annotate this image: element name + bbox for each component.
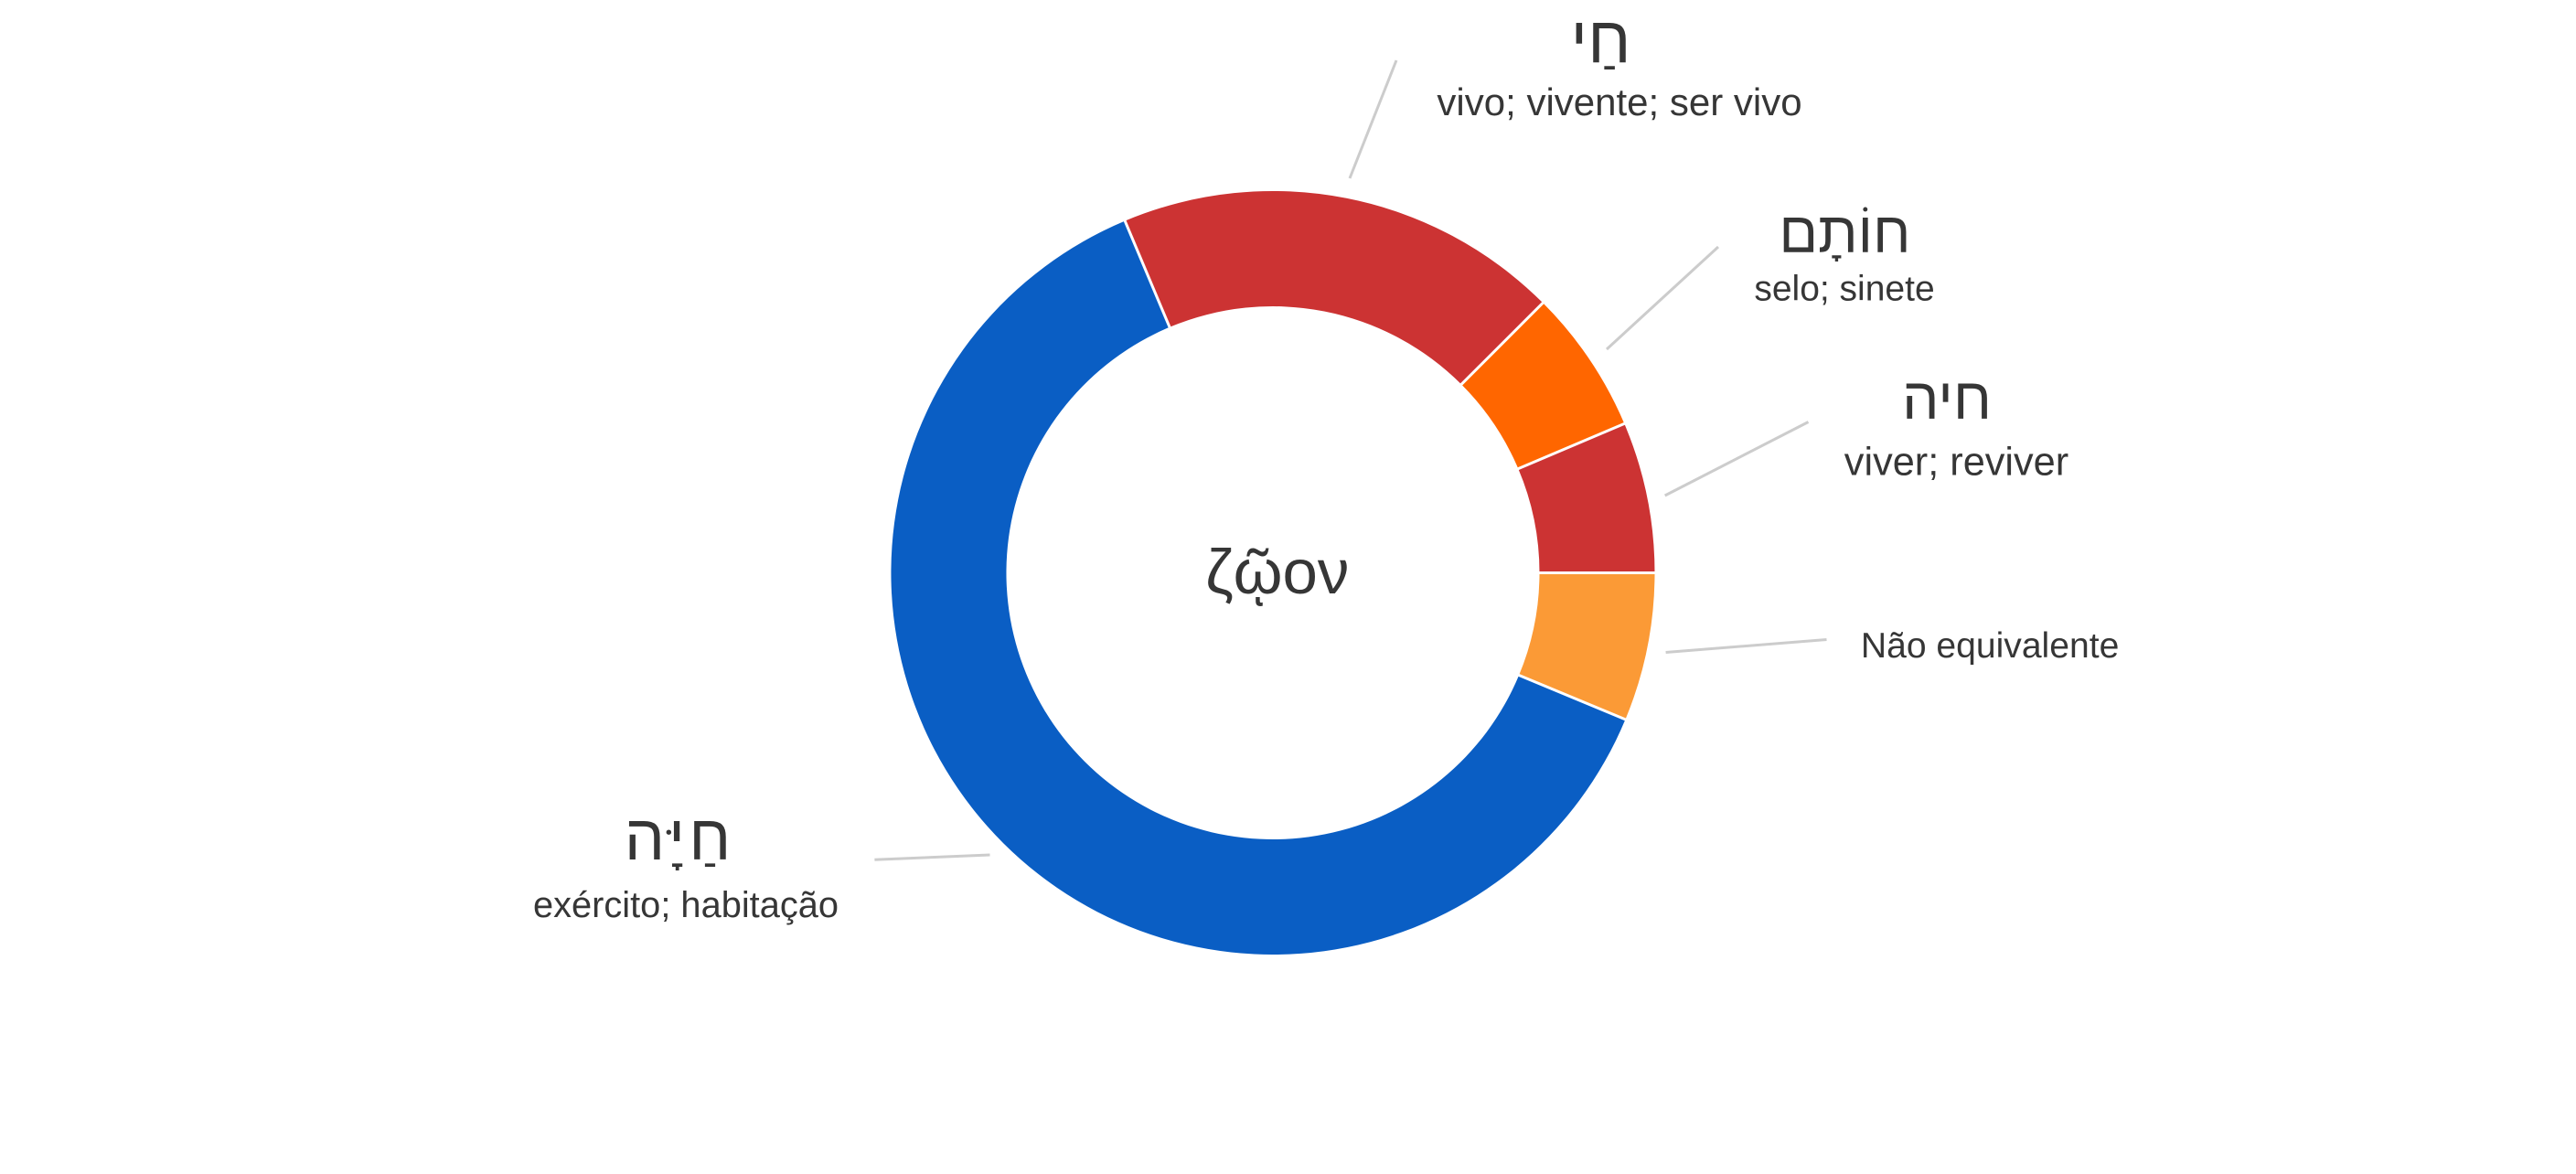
svg-text:חַיָּה: חַיָּה [625,802,735,873]
svg-text:ζῷον: ζῷον [1205,537,1349,607]
svg-text:חוֹתָם: חוֹתָם [1779,200,1910,264]
svg-text:vivo; vivente; ser vivo: vivo; vivente; ser vivo [1437,80,1801,123]
svg-text:selo; sinete: selo; sinete [1754,270,1934,309]
svg-text:חַי: חַי [1570,4,1630,77]
svg-text:חיה: חיה [1902,366,1992,432]
svg-text:viver; reviver: viver; reviver [1844,440,2068,484]
svg-text:exército; habitação: exército; habitação [533,885,839,925]
svg-text:Não equivalente: Não equivalente [1861,626,2119,666]
